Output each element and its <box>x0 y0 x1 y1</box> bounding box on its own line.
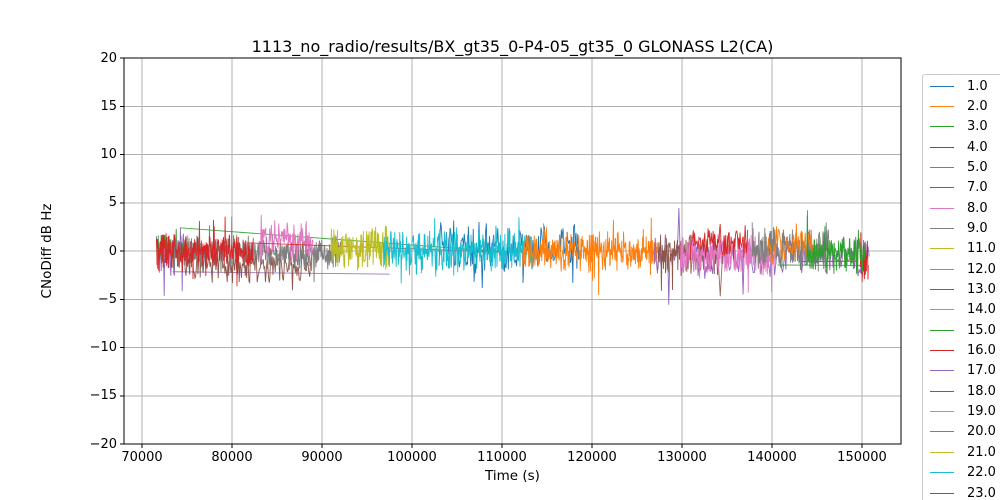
legend-entry-label: 3.0 <box>967 119 988 135</box>
legend-entry: 9.0 <box>923 218 988 238</box>
legend-entry: 21.0 <box>923 442 996 462</box>
legend-line-swatch <box>930 85 954 87</box>
legend-line-swatch <box>930 105 954 107</box>
legend-line-swatch <box>930 207 954 209</box>
legend-line-swatch <box>930 146 954 148</box>
y-tick-label: 15 <box>100 98 117 114</box>
legend-line-swatch <box>930 289 954 290</box>
legend-entry: 19.0 <box>923 402 996 422</box>
y-tick-label: 5 <box>108 195 117 211</box>
legend-entry-label: 14.0 <box>967 302 996 318</box>
legend-entry-label: 2.0 <box>967 98 988 114</box>
legend-entry-label: 7.0 <box>967 180 988 196</box>
legend-entry: 17.0 <box>923 361 996 381</box>
legend-entry-label: 20.0 <box>967 424 996 440</box>
legend-entry-label: 18.0 <box>967 383 996 399</box>
series-8.0 <box>258 214 314 263</box>
legend-entry: 11.0 <box>923 239 996 259</box>
legend-entry-label: 1.0 <box>967 78 988 94</box>
series-15.0 <box>805 215 867 275</box>
legend-entry: 14.0 <box>923 300 996 320</box>
legend-entry: 20.0 <box>923 422 996 442</box>
data-series-group <box>155 208 870 305</box>
legend-line-swatch <box>930 248 954 250</box>
legend-line-swatch <box>930 329 954 331</box>
legend-entry: 1.0 <box>923 76 988 96</box>
series-16.0 <box>859 232 869 282</box>
legend-entry-label: 11.0 <box>967 241 996 257</box>
legend-entry: 15.0 <box>923 320 996 340</box>
x-tick-label: 70000 <box>121 450 163 465</box>
series-14.0 <box>522 217 659 296</box>
legend-line-swatch <box>930 350 954 352</box>
legend-entry-label: 16.0 <box>967 343 996 359</box>
x-tick-label: 120000 <box>567 450 617 465</box>
chart-title: 1113_no_radio/results/BX_gt35_0-P4-05_gt… <box>251 37 774 56</box>
x-tick-label: 130000 <box>657 450 707 465</box>
legend-line-swatch <box>930 268 954 270</box>
legend-entry-label: 13.0 <box>967 282 996 297</box>
y-tick-label: −5 <box>97 291 117 307</box>
legend-line-swatch <box>930 472 954 474</box>
series-4.0 <box>155 216 254 287</box>
x-tick-label: 140000 <box>747 450 797 465</box>
legend-entry: 4.0 <box>923 137 988 157</box>
x-tick-label: 150000 <box>837 450 887 465</box>
legend-line-swatch <box>930 492 954 494</box>
legend-entry: 5.0 <box>923 157 988 177</box>
y-tick-label: −15 <box>89 388 117 404</box>
legend-entry: 3.0 <box>923 117 988 137</box>
legend-entry: 13.0 <box>923 280 996 300</box>
y-tick-label: −10 <box>89 340 117 355</box>
series-16.0 <box>689 223 749 261</box>
legend-entry-label: 19.0 <box>967 404 996 420</box>
legend-entry-label: 4.0 <box>967 139 988 155</box>
y-tick-label: 10 <box>100 147 117 162</box>
legend-entry-label: 5.0 <box>967 159 988 175</box>
series-line-5.0 <box>172 271 390 275</box>
legend-entry-label: 12.0 <box>967 261 996 277</box>
legend-line-swatch <box>930 309 954 311</box>
legend-entry: 7.0 <box>923 178 988 198</box>
legend-line-swatch <box>930 431 954 433</box>
legend-entry-label: 8.0 <box>967 200 988 216</box>
legend-entry-label: 23.0 <box>967 485 996 500</box>
legend-line-swatch <box>930 451 954 453</box>
legend-entry: 23.0 <box>923 483 996 500</box>
legend-line-swatch <box>930 126 954 128</box>
legend-entry-label: 9.0 <box>967 220 988 236</box>
legend-entry: 8.0 <box>923 198 988 218</box>
legend-line-swatch <box>930 411 954 413</box>
x-tick-label: 90000 <box>301 450 343 465</box>
legend-line-swatch <box>930 166 954 168</box>
legend-line-swatch <box>930 370 954 372</box>
legend-entry: 2.0 <box>923 96 988 116</box>
series-12.0 <box>382 217 534 284</box>
legend-entry: 12.0 <box>923 259 996 279</box>
legend: 1.0 2.0 3.0 4.0 5.0 7.0 8.0 9.0 11.0 12.0 13.0 14.0… <box>922 74 1000 500</box>
legend-entry-label: 15.0 <box>967 322 996 338</box>
y-tick-label: 20 <box>100 50 117 66</box>
legend-entry: 18.0 <box>923 381 996 401</box>
x-tick-label: 80000 <box>211 450 253 465</box>
series-11.0 <box>330 225 391 271</box>
legend-entry: 22.0 <box>923 463 996 483</box>
legend-line-swatch <box>930 187 954 189</box>
legend-entry: 16.0 <box>923 341 996 361</box>
legend-entry-label: 21.0 <box>967 444 996 460</box>
legend-line-swatch <box>930 390 954 392</box>
x-axis-label: Time (s) <box>485 468 540 484</box>
legend-entry-label: 22.0 <box>967 465 996 481</box>
x-tick-label: 110000 <box>477 450 527 465</box>
legend-line-swatch <box>930 227 954 229</box>
y-tick-label: −20 <box>89 436 117 452</box>
y-tick-label: 0 <box>108 243 117 259</box>
x-tick-label: 100000 <box>387 450 437 465</box>
legend-entry-label: 17.0 <box>967 363 996 379</box>
